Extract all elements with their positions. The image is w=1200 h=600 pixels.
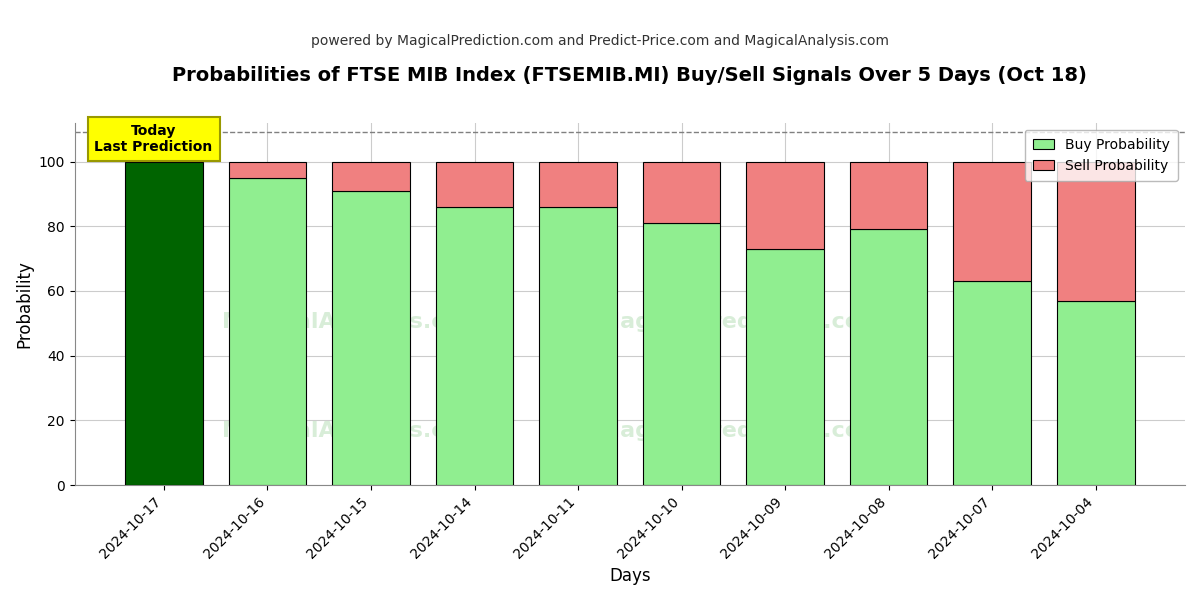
Bar	[953, 281, 1031, 485]
Text: powered by MagicalPrediction.com and Predict-Price.com and MagicalAnalysis.com: powered by MagicalPrediction.com and Pre…	[311, 34, 889, 48]
Bar	[850, 229, 928, 485]
Bar	[539, 161, 617, 207]
Legend: Buy Probability, Sell Probability: Buy Probability, Sell Probability	[1025, 130, 1178, 181]
Bar	[539, 207, 617, 485]
Bar	[436, 161, 514, 207]
Text: MagicalPrediction.com: MagicalPrediction.com	[598, 421, 883, 441]
Bar	[1057, 301, 1134, 485]
Bar	[229, 178, 306, 485]
Bar	[643, 223, 720, 485]
Bar	[1057, 161, 1134, 301]
Text: MagicalAnalysis.com: MagicalAnalysis.com	[222, 312, 482, 332]
Title: Probabilities of FTSE MIB Index (FTSEMIB.MI) Buy/Sell Signals Over 5 Days (Oct 1: Probabilities of FTSE MIB Index (FTSEMIB…	[173, 66, 1087, 85]
Bar	[850, 161, 928, 229]
Bar	[125, 161, 203, 485]
X-axis label: Days: Days	[610, 567, 650, 585]
Bar	[953, 161, 1031, 281]
Bar	[746, 249, 824, 485]
Bar	[229, 161, 306, 178]
Bar	[332, 161, 410, 191]
Text: MagicalPrediction.com: MagicalPrediction.com	[598, 312, 883, 332]
Bar	[746, 161, 824, 249]
Bar	[332, 191, 410, 485]
Bar	[436, 207, 514, 485]
Y-axis label: Probability: Probability	[16, 260, 34, 348]
Text: MagicalAnalysis.com: MagicalAnalysis.com	[222, 421, 482, 441]
Text: Today
Last Prediction: Today Last Prediction	[95, 124, 212, 154]
Bar	[643, 161, 720, 223]
